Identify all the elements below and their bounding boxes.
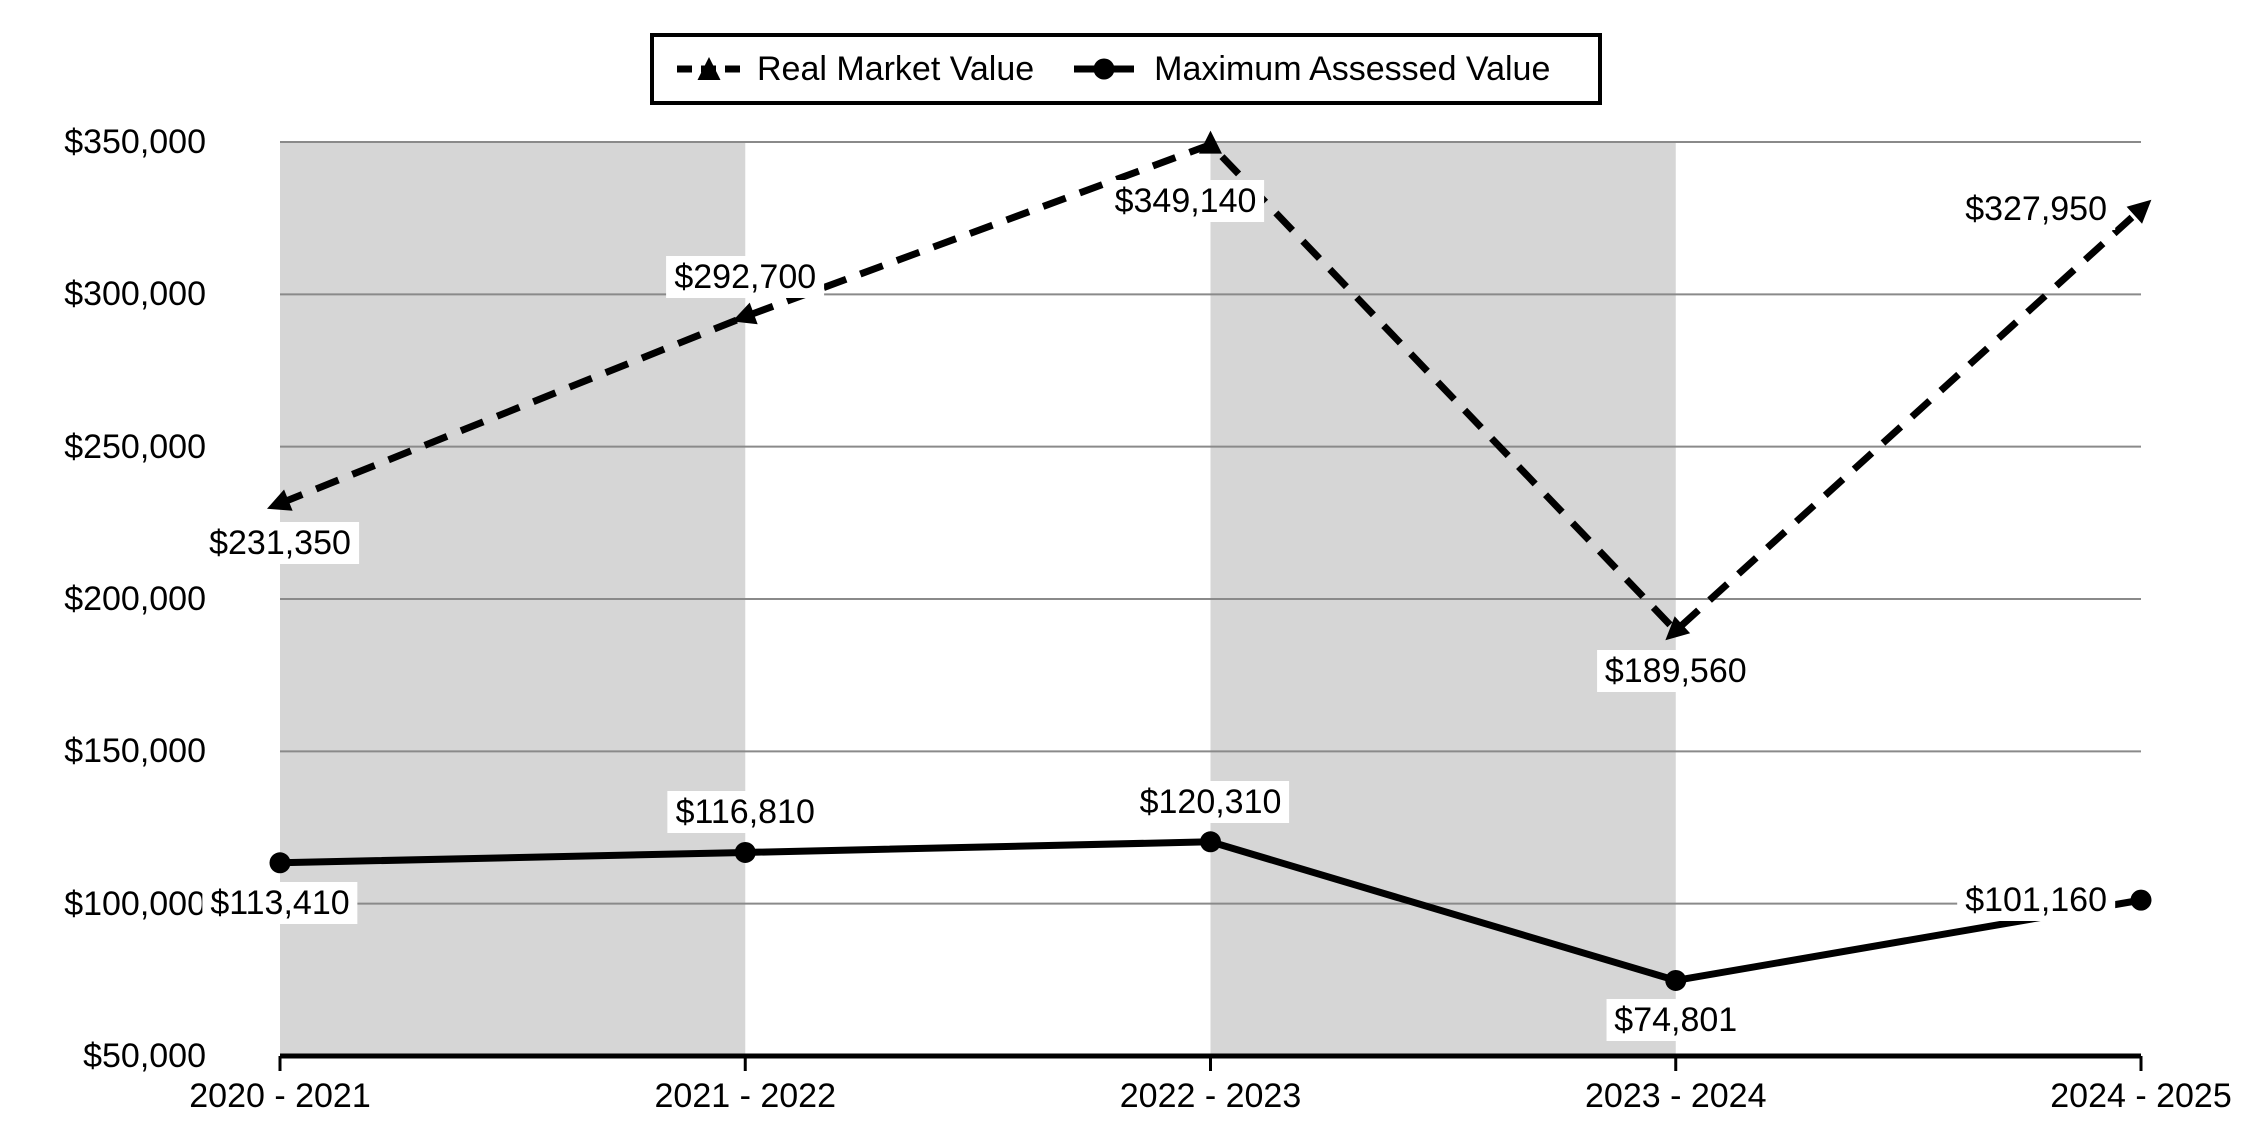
y-tick-label: $350,000 <box>64 123 206 161</box>
data-label: $113,410 <box>202 881 358 924</box>
data-label: $349,140 <box>1106 179 1265 222</box>
x-tick-label: 2024 - 2025 <box>2050 1077 2232 1115</box>
circle-marker-icon <box>734 841 756 863</box>
triangle-marker-icon <box>1665 616 1691 641</box>
data-label: $231,350 <box>201 522 359 565</box>
y-tick-label: $150,000 <box>64 732 206 771</box>
legend-entry: Maximum Assessed Value <box>1074 49 1550 89</box>
data-label: $189,560 <box>1596 649 1755 692</box>
circle-marker-icon <box>1200 831 1221 853</box>
triangle-marker-icon <box>267 489 293 511</box>
y-tick-label: $100,000 <box>64 884 206 923</box>
data-label: $101,160 <box>1957 879 2115 922</box>
y-tick-label: $300,000 <box>64 275 206 314</box>
legend-label: Real Market Value <box>757 50 1035 88</box>
legend-entry: Real Market Value <box>677 49 1034 89</box>
circle-marker-icon <box>2130 889 2152 911</box>
y-tick-label: $250,000 <box>64 427 206 466</box>
triangle-marker-icon <box>1199 130 1222 154</box>
legend-solid-line-circle-icon <box>1074 58 1135 80</box>
legend: Real Market Value Maximum Assessed Value <box>650 33 1602 105</box>
x-tick-label: 2021 - 2022 <box>654 1077 837 1115</box>
circle-marker-icon <box>269 852 291 874</box>
data-label: $327,950 <box>1957 188 2115 231</box>
data-label: $74,801 <box>1606 999 1746 1042</box>
circle-marker-icon <box>1665 969 1687 991</box>
legend-label: Maximum Assessed Value <box>1154 50 1551 88</box>
data-label: $120,310 <box>1131 780 1290 823</box>
data-label: $292,700 <box>666 255 825 298</box>
data-label: $116,810 <box>667 791 823 834</box>
triangle-marker-icon <box>732 302 758 325</box>
x-tick-label: 2023 - 2024 <box>1585 1077 1767 1115</box>
y-tick-label: $50,000 <box>83 1037 206 1075</box>
triangle-marker-icon <box>2126 199 2152 224</box>
y-tick-label: $200,000 <box>64 580 206 618</box>
x-tick-label: 2020 - 2021 <box>189 1077 371 1115</box>
legend-dashed-line-triangle-icon <box>677 57 741 80</box>
x-tick-label: 2022 - 2023 <box>1119 1077 1302 1115</box>
